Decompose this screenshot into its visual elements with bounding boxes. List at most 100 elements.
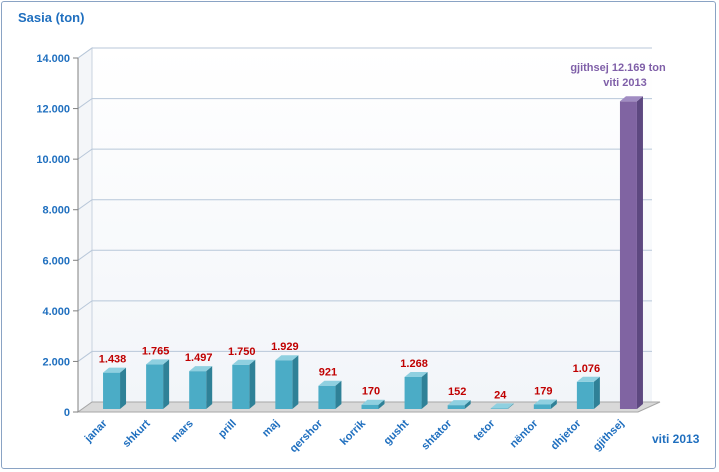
bar-side xyxy=(249,359,256,409)
gridline xyxy=(77,249,652,261)
bar-top xyxy=(490,403,514,409)
bar-top xyxy=(533,399,557,405)
bar-side xyxy=(120,367,127,409)
category-label: shkurt xyxy=(120,417,152,449)
y-tick-label: 2.000 xyxy=(42,356,70,368)
bar-front xyxy=(576,381,594,409)
value-label: 1.438 xyxy=(99,354,127,366)
bar-front xyxy=(146,364,164,409)
bar-tetor xyxy=(490,403,514,409)
bar-qershor xyxy=(318,380,342,409)
category-labels: janar shkurt mars prill maj qershor korrik gush… xyxy=(82,417,627,455)
category-label: janar xyxy=(82,417,110,445)
bar-prill xyxy=(232,359,256,409)
gridline xyxy=(77,47,652,59)
gridlines xyxy=(77,47,652,362)
category-label: dhjetor xyxy=(549,417,584,452)
bar-top xyxy=(619,96,643,102)
value-labels: 1.438 1.765 1.497 1.750 1.929 921 170 1.268 152 2… xyxy=(99,341,600,401)
value-label: 170 xyxy=(362,386,380,398)
annotation-line-2: viti 2013 xyxy=(603,77,646,89)
plot-side-wall xyxy=(77,47,93,413)
total-annotation: gjithsej 12.169 ton viti 2013 xyxy=(570,62,666,89)
bar-front xyxy=(533,404,551,409)
y-tick-label: 14.000 xyxy=(36,53,70,65)
category-label: tetor xyxy=(472,417,498,443)
bar-side xyxy=(335,380,342,409)
category-label: gusht xyxy=(382,417,412,447)
bar-top xyxy=(404,371,428,377)
bar-mars xyxy=(189,366,213,409)
bar-side xyxy=(378,399,385,409)
category-label: korrik xyxy=(338,417,369,448)
bar-janar xyxy=(103,367,127,409)
value-label: 1.268 xyxy=(400,358,428,370)
side-wall-panel xyxy=(77,47,93,413)
bar-korrik xyxy=(361,399,385,409)
y-tick-label: 4.000 xyxy=(42,306,70,318)
value-label: 24 xyxy=(494,389,507,401)
bar-dhjetor xyxy=(576,376,600,409)
bar-front xyxy=(490,408,508,409)
bar-gusht xyxy=(404,371,428,409)
category-label: maj xyxy=(260,418,282,440)
bar-top xyxy=(447,400,471,406)
bar-front xyxy=(103,372,121,409)
bar-top xyxy=(576,376,600,382)
gridline xyxy=(77,98,652,109)
value-label: 921 xyxy=(319,367,337,379)
y-tick-label: 8.000 xyxy=(42,205,70,217)
bar-front xyxy=(275,360,293,409)
bar-top xyxy=(318,380,342,386)
category-label: nëntor xyxy=(508,417,541,450)
y-tick-label: 12.000 xyxy=(36,104,70,116)
bar-side xyxy=(507,403,514,409)
bar-side xyxy=(421,371,428,409)
back-wall-panel xyxy=(92,48,652,402)
bar-side xyxy=(550,399,557,409)
y-tick-label: 6.000 xyxy=(42,255,70,267)
annotation-line-1: gjithsej 12.169 ton xyxy=(570,62,666,74)
value-label: 179 xyxy=(534,385,552,397)
value-label: 1.750 xyxy=(228,346,256,358)
bar-shtator xyxy=(447,400,471,409)
plot-back-wall xyxy=(92,48,652,402)
bar-side xyxy=(163,359,170,409)
bar-top xyxy=(275,355,299,361)
y-axis-ticks: 0 2.000 4.000 6.000 8.000 10.000 12.000 14.000 xyxy=(36,53,79,419)
value-label: 1.497 xyxy=(185,352,213,364)
value-label: 1.929 xyxy=(271,341,299,353)
bar-side xyxy=(206,366,213,409)
gridline xyxy=(77,350,652,362)
bar-side xyxy=(636,96,643,409)
bar-front xyxy=(232,364,250,409)
bar-front xyxy=(189,371,207,409)
bar-top xyxy=(146,359,170,365)
gridline xyxy=(77,199,652,211)
category-label: shtator xyxy=(419,417,454,452)
value-label: 152 xyxy=(448,386,466,398)
bar-top xyxy=(232,359,256,365)
category-label: qershor xyxy=(288,417,326,455)
bar-gjithsej xyxy=(619,96,643,409)
bar-top xyxy=(361,399,385,405)
category-label: prill xyxy=(216,418,239,441)
bar-side xyxy=(593,376,600,409)
bar-front xyxy=(318,385,336,409)
bar-front xyxy=(447,405,465,409)
bar-top xyxy=(103,367,127,373)
bar-side xyxy=(464,400,471,409)
y-tick-label: 10.000 xyxy=(36,154,70,166)
y-tick-label: 0 xyxy=(64,407,70,419)
y-axis-title: Sasia (ton) xyxy=(18,10,84,25)
bar-shkurt xyxy=(146,359,170,409)
bar-maj xyxy=(275,355,299,409)
value-label: 1.076 xyxy=(573,363,601,375)
gridline xyxy=(77,300,652,312)
value-label: 1.765 xyxy=(142,345,170,357)
bar-front xyxy=(404,376,422,409)
bar-side xyxy=(292,355,299,409)
bars xyxy=(103,96,643,409)
x-axis-title: viti 2013 xyxy=(652,432,700,446)
